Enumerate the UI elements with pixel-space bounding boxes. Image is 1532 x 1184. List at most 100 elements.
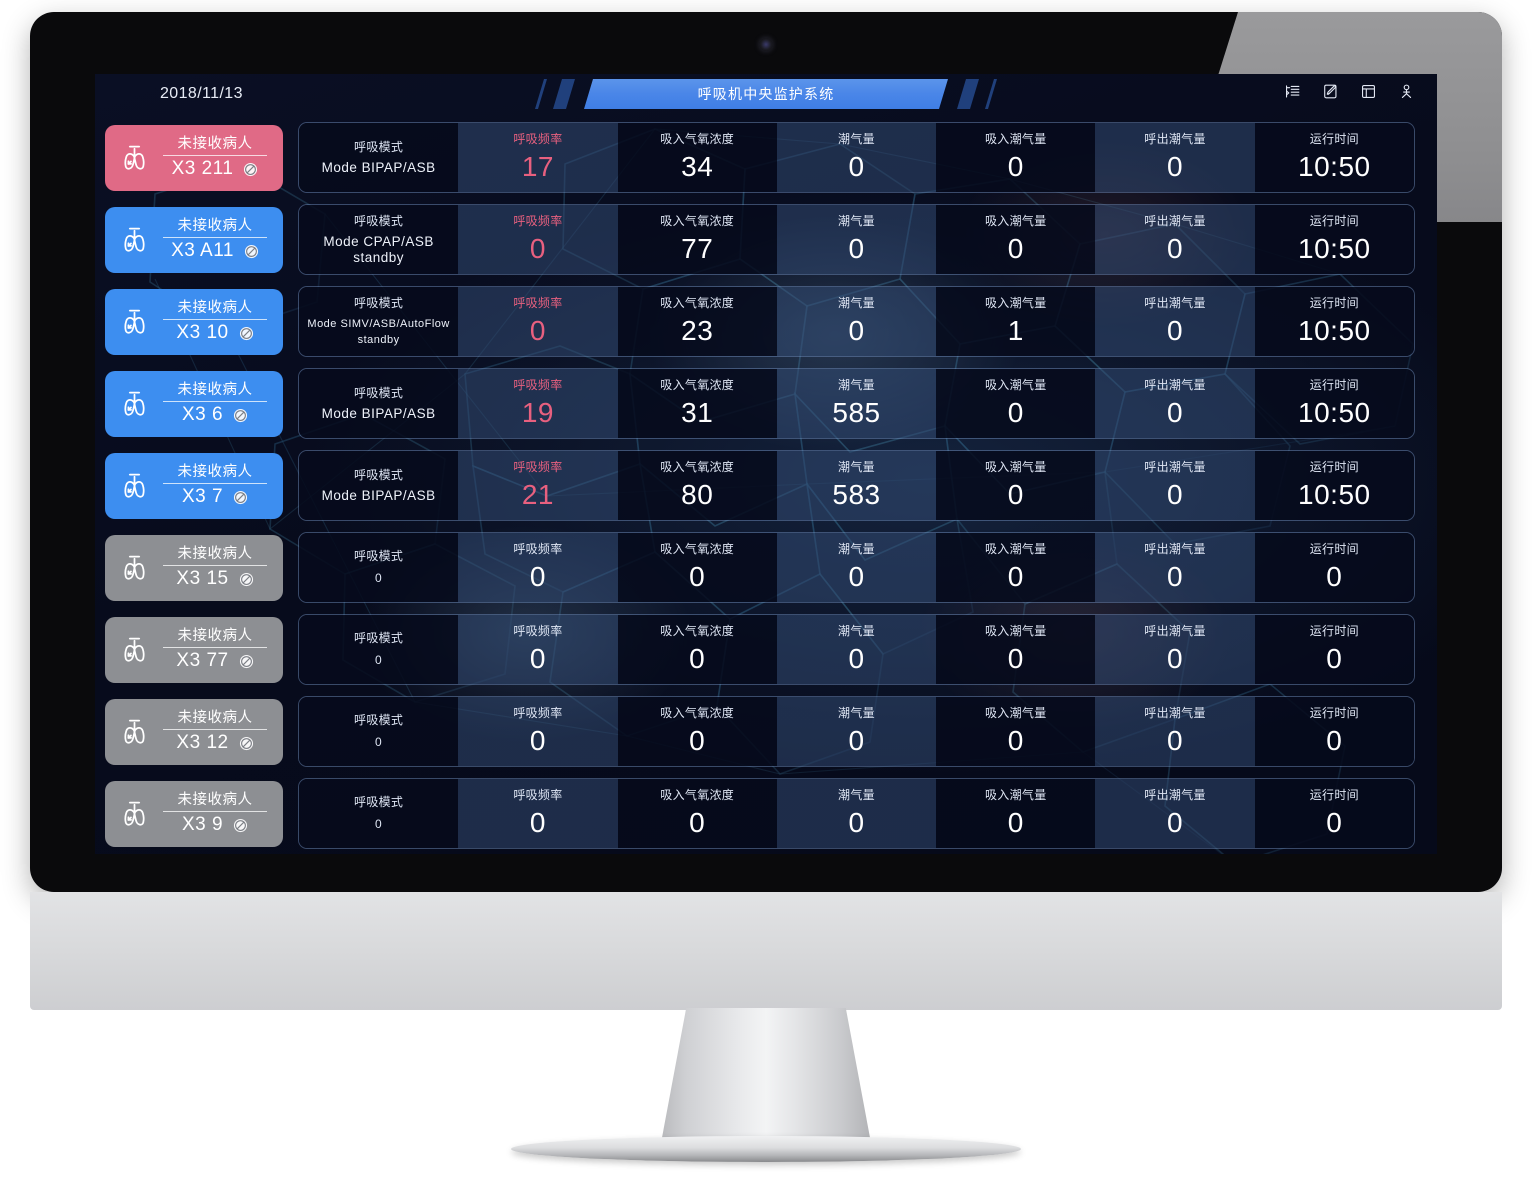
patient-card-x3-6[interactable]: 未接收病人 X3 6 (105, 370, 283, 437)
metric-cell-tidal_out[interactable]: 呼出潮气量 0 (1095, 123, 1255, 192)
edit-note-icon[interactable] (1322, 83, 1339, 100)
metric-cell-rate[interactable]: 呼吸频率 0 (458, 533, 618, 602)
metric-cell-tidal_in[interactable]: 吸入潮气量 0 (936, 205, 1096, 274)
metric-cell-tidal_out[interactable]: 呼出潮气量 0 (1095, 533, 1255, 602)
metric-cell-rate[interactable]: 呼吸频率 0 (458, 615, 618, 684)
metric-cell-rate[interactable]: 呼吸频率 19 (458, 369, 618, 438)
metric-cell-runtime[interactable]: 运行时间 10:50 (1254, 123, 1414, 192)
metric-cell-tidal_out[interactable]: 呼出潮气量 0 (1095, 369, 1255, 438)
metric-cell-tidal_in[interactable]: 吸入潮气量 0 (936, 451, 1096, 520)
blocked-badge-icon[interactable] (239, 736, 254, 751)
date-label: 2018/11/13 (160, 85, 243, 102)
metric-cell-tidal[interactable]: 潮气量 0 (776, 615, 937, 684)
blocked-badge-icon[interactable] (239, 572, 254, 587)
patient-card-x3-9[interactable]: 未接收病人 X3 9 (105, 780, 283, 847)
metric-cell-tidal_in[interactable]: 吸入潮气量 1 (936, 287, 1096, 356)
metric-cell-tidal_in[interactable]: 吸入潮气量 0 (936, 369, 1096, 438)
blocked-badge-icon[interactable] (244, 244, 259, 259)
metric-cell-tidal_out[interactable]: 呼出潮气量 0 (1095, 697, 1255, 766)
metric-cell-fio2[interactable]: 吸入气氧浓度 0 (617, 533, 777, 602)
metric-cell-tidal_out[interactable]: 呼出潮气量 0 (1095, 287, 1255, 356)
metric-cell-rate[interactable]: 呼吸频率 0 (458, 697, 618, 766)
metric-cell-fio2[interactable]: 吸入气氧浓度 0 (617, 697, 777, 766)
metric-cell-runtime[interactable]: 运行时间 10:50 (1254, 369, 1414, 438)
metric-cell-tidal_out[interactable]: 呼出潮气量 0 (1095, 205, 1255, 274)
metric-value: 0 (1167, 478, 1184, 510)
metric-cell-tidal[interactable]: 潮气量 0 (776, 779, 937, 848)
metric-cell-tidal_in[interactable]: 吸入潮气量 0 (936, 123, 1096, 192)
metric-cell-tidal[interactable]: 潮气量 0 (776, 287, 937, 356)
metric-cell-tidal_out[interactable]: 呼出潮气量 0 (1095, 615, 1255, 684)
patient-card-x3-211[interactable]: 未接收病人 X3 211 (105, 124, 283, 191)
metric-cell-mode[interactable]: 呼吸模式 0 (299, 533, 459, 602)
metric-cell-fio2[interactable]: 吸入气氧浓度 0 (617, 779, 777, 848)
metric-cell-runtime[interactable]: 运行时间 10:50 (1254, 287, 1414, 356)
metric-cell-rate[interactable]: 呼吸频率 0 (458, 205, 618, 274)
metric-cell-tidal_in[interactable]: 吸入潮气量 0 (936, 779, 1096, 848)
patient-card-x3-77[interactable]: 未接收病人 X3 77 (105, 616, 283, 683)
metric-label: 吸入潮气量 (985, 705, 1047, 720)
blocked-badge-icon[interactable] (233, 490, 248, 505)
app-screen: 2018/11/13 呼吸机中央监护系统 (95, 74, 1437, 854)
patient-status-label: 未接收病人 (177, 464, 253, 480)
metric-cell-tidal_out[interactable]: 呼出潮气量 0 (1095, 779, 1255, 848)
monitor-stand-base (511, 1136, 1021, 1162)
blocked-badge-icon[interactable] (243, 162, 258, 177)
metric-cell-rate[interactable]: 呼吸频率 0 (458, 287, 618, 356)
layout-panel-icon[interactable] (1360, 83, 1377, 100)
patient-card-body: 未接收病人 X3 7 (157, 462, 275, 509)
metric-cell-runtime[interactable]: 运行时间 0 (1254, 779, 1414, 848)
metric-cell-fio2[interactable]: 吸入气氧浓度 0 (617, 615, 777, 684)
list-outline-icon[interactable] (1284, 83, 1301, 100)
patient-card-x3-7[interactable]: 未接收病人 X3 7 (105, 452, 283, 519)
metric-cell-fio2[interactable]: 吸入气氧浓度 34 (617, 123, 777, 192)
metric-cell-mode[interactable]: 呼吸模式 0 (299, 779, 459, 848)
metric-cell-tidal[interactable]: 潮气量 0 (776, 533, 937, 602)
metric-cell-tidal_in[interactable]: 吸入潮气量 0 (936, 533, 1096, 602)
metric-cell-tidal[interactable]: 潮气量 0 (776, 697, 937, 766)
metric-cell-mode[interactable]: 呼吸模式 Mode BIPAP/ASB (299, 369, 459, 438)
metric-cell-runtime[interactable]: 运行时间 0 (1254, 697, 1414, 766)
patient-card-x3-12[interactable]: 未接收病人 X3 12 (105, 698, 283, 765)
metric-value: 0 (689, 806, 706, 838)
metric-cell-runtime[interactable]: 运行时间 10:50 (1254, 205, 1414, 274)
metric-cell-mode[interactable]: 呼吸模式 Mode BIPAP/ASB (299, 123, 459, 192)
patient-card-x3-a11[interactable]: 未接收病人 X3 A11 (105, 206, 283, 273)
metric-cell-fio2[interactable]: 吸入气氧浓度 77 (617, 205, 777, 274)
metric-cell-fio2[interactable]: 吸入气氧浓度 23 (617, 287, 777, 356)
metric-cell-mode[interactable]: 呼吸模式 0 (299, 615, 459, 684)
metric-cell-tidal[interactable]: 潮气量 583 (776, 451, 937, 520)
metric-cell-mode[interactable]: 呼吸模式 Mode CPAP/ASB standby (299, 205, 459, 274)
metric-cell-tidal_in[interactable]: 吸入潮气量 0 (936, 697, 1096, 766)
metric-cell-mode[interactable]: 呼吸模式 Mode SIMV/ASB/AutoFlow standby (299, 287, 459, 356)
metric-cell-tidal[interactable]: 潮气量 585 (776, 369, 937, 438)
patient-card-body: 未接收病人 X3 9 (157, 790, 275, 837)
metric-label: 运行时间 (1309, 541, 1359, 556)
metric-cell-rate[interactable]: 呼吸频率 17 (458, 123, 618, 192)
metric-cell-mode[interactable]: 呼吸模式 0 (299, 697, 459, 766)
metric-cell-tidal_out[interactable]: 呼出潮气量 0 (1095, 451, 1255, 520)
metric-cell-mode[interactable]: 呼吸模式 Mode BIPAP/ASB (299, 451, 459, 520)
user-icon[interactable] (1398, 83, 1415, 100)
blocked-badge-icon[interactable] (233, 408, 248, 423)
metric-cell-runtime[interactable]: 运行时间 0 (1254, 533, 1414, 602)
patient-card-x3-15[interactable]: 未接收病人 X3 15 (105, 534, 283, 601)
metric-cell-runtime[interactable]: 运行时间 10:50 (1254, 451, 1414, 520)
patient-card-divider (163, 401, 267, 402)
blocked-badge-icon[interactable] (233, 818, 248, 833)
patient-card-x3-10[interactable]: 未接收病人 X3 10 (105, 288, 283, 355)
metric-value: 0 (848, 150, 865, 182)
metric-cell-rate[interactable]: 呼吸频率 21 (458, 451, 618, 520)
metric-value: 0 (375, 735, 383, 749)
metric-cell-fio2[interactable]: 吸入气氧浓度 80 (617, 451, 777, 520)
metric-cell-fio2[interactable]: 吸入气氧浓度 31 (617, 369, 777, 438)
blocked-badge-icon[interactable] (239, 326, 254, 341)
blocked-badge-icon[interactable] (239, 654, 254, 669)
metric-cell-tidal[interactable]: 潮气量 0 (776, 205, 937, 274)
metric-cell-tidal_in[interactable]: 吸入潮气量 0 (936, 615, 1096, 684)
metric-cell-runtime[interactable]: 运行时间 0 (1254, 615, 1414, 684)
metric-value: 0 (1326, 724, 1343, 756)
patient-status-label: 未接收病人 (177, 710, 253, 726)
metric-cell-rate[interactable]: 呼吸频率 0 (458, 779, 618, 848)
metric-cell-tidal[interactable]: 潮气量 0 (776, 123, 937, 192)
